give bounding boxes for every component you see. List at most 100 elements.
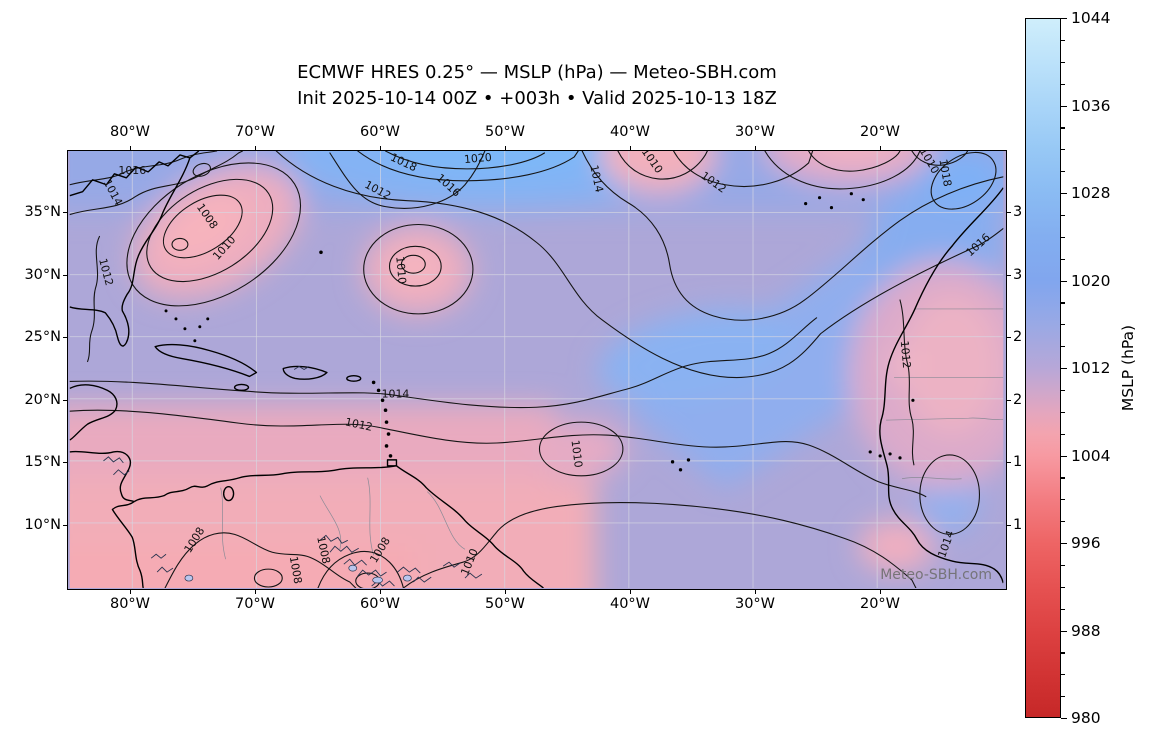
colorbar-major-tick [1061,18,1067,20]
watermark: Meteo-SBH.com [880,567,992,583]
colorbar-tick-label: 1004 [1071,446,1111,465]
colorbar-minor-tick [1061,499,1065,501]
lat-tick-label-right-clipped: 1 [1013,516,1023,533]
lat-tick-mark-right [1007,462,1011,464]
lat-tick-mark-left [63,462,67,464]
colorbar-tick-label: 1012 [1071,359,1111,377]
lon-tick-label-top: 60°W [359,124,401,140]
colorbar-minor-tick [1061,61,1065,63]
colorbar-minor-tick [1061,149,1065,151]
colorbar-minor-tick [1061,696,1065,698]
colorbar-minor-tick [1061,477,1065,479]
lat-tick-mark-right [1007,399,1011,401]
colorbar-minor-tick [1061,236,1065,238]
lon-tick-mark-bottom [380,590,382,594]
colorbar-major-tick [1061,543,1067,545]
lon-tick-mark-bottom [630,590,632,594]
contour-label: 1012 [344,415,374,433]
lon-tick-label-bottom: 20°W [859,596,901,612]
lat-tick-label-right-clipped: 3 [1013,204,1023,220]
grid-lines [69,151,1004,588]
colorbar-minor-tick [1061,608,1065,610]
contour-label: 1014 [382,387,410,400]
lon-tick-label-bottom: 80°W [109,596,151,612]
islands [164,192,915,472]
colorbar-major-tick [1061,105,1067,107]
lat-tick-mark-left [63,399,67,401]
lat-tick-mark-right [1007,337,1011,339]
contour-label: 1014 [587,164,605,194]
chart-titles: ECMWF HRES 0.25° — MSLP (hPa) — Meteo-SB… [67,60,1007,112]
lon-tick-mark-bottom [755,590,757,594]
lat-tick-mark-right [1007,274,1011,276]
contour-label: 1008 [287,555,305,585]
colorbar-minor-tick [1061,39,1065,42]
lat-tick-mark-right [1007,524,1011,526]
country-borders [220,308,1004,560]
lat-tick-label-right-clipped: 2 [1013,329,1023,345]
colorbar-tick-label: 1044 [1071,9,1111,27]
lon-tick-mark-top [255,146,257,150]
chart-title: ECMWF HRES 0.25° — MSLP (hPa) — Meteo-SB… [297,62,777,83]
lon-tick-label-top: 20°W [859,124,901,140]
chart-subtitle: Init 2025-10-14 00Z • +003h • Valid 2025… [297,88,777,109]
lon-tick-mark-top [755,146,757,150]
colorbar-tick-label: 1028 [1071,184,1111,202]
colorbar-minor-tick [1061,521,1065,523]
lon-tick-label-top: 70°W [234,124,276,140]
lon-tick-mark-top [380,146,382,150]
lat-tick-label-left: 35°N [24,204,61,220]
lat-tick-label-right-clipped: 1 [1013,454,1023,470]
lon-tick-mark-bottom [130,590,132,594]
colorbar-major-tick [1061,718,1067,720]
lon-tick-label-bottom: 60°W [359,596,401,612]
lon-tick-mark-bottom [880,590,882,594]
colorbar-minor-tick [1061,564,1065,567]
lon-tick-label-bottom: 40°W [609,596,651,612]
colorbar-minor-tick [1061,214,1065,217]
colorbar-minor-tick [1061,411,1065,413]
pressure-field [69,151,1004,588]
lat-tick-label-left: 20°N [24,391,61,408]
colorbar-tick-label: 996 [1071,534,1101,552]
colorbar-minor-tick [1061,83,1065,85]
colorbar-tick-label: 988 [1071,621,1101,640]
terrain-lakes [184,564,412,584]
colorbar-major-tick [1061,630,1067,632]
contour-label: 1016 [118,164,146,177]
contour-label: 1020 [463,151,492,166]
colorbar-tick-label: 1036 [1071,96,1111,115]
contour-lines [69,151,1004,588]
contour-label: 1018 [936,158,954,188]
colorbar-major-tick [1061,193,1067,195]
colorbar-minor-tick [1061,171,1065,173]
lon-tick-mark-bottom [255,590,257,594]
lon-tick-label-top: 30°W [734,124,776,140]
lon-tick-label-bottom: 30°W [734,596,776,612]
lon-tick-mark-top [505,146,507,150]
colorbar-tick-label: 980 [1071,709,1101,727]
colorbar-minor-tick [1061,389,1065,392]
lat-tick-mark-left [63,212,67,214]
colorbar [1025,18,1061,718]
colorbar-minor-tick [1061,127,1065,129]
lon-tick-label-top: 40°W [609,124,651,140]
terrain-shading [103,365,483,587]
contour-label: 1010 [569,439,585,468]
lon-tick-label-top: 80°W [109,124,151,140]
colorbar-major-tick [1061,368,1067,370]
lat-tick-mark-left [63,524,67,526]
contour-label: 1008 [314,535,332,565]
colorbar-minor-tick [1061,324,1065,326]
lat-tick-mark-left [63,337,67,339]
lon-tick-mark-top [880,146,882,150]
map-plot-area: 1016 1014 1008 1010 1012 1012 1018 1020 1016 1014… [67,150,1007,590]
lon-tick-label-top: 50°W [484,124,526,140]
lon-tick-mark-top [130,146,132,150]
colorbar-tick-label: 1020 [1071,271,1111,290]
coastlines [69,151,1004,588]
lon-tick-mark-top [630,146,632,150]
lat-tick-label-left: 30°N [24,266,61,283]
colorbar-major-tick [1061,280,1067,282]
